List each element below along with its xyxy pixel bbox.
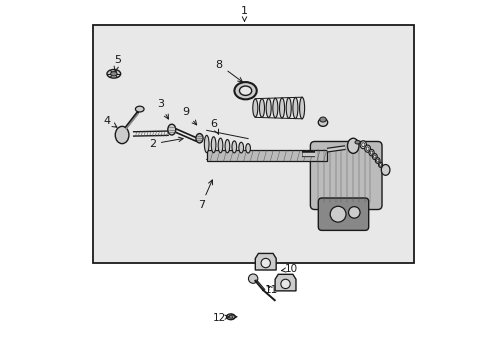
Ellipse shape (252, 99, 257, 117)
Circle shape (280, 279, 289, 289)
Text: 1: 1 (241, 6, 247, 22)
Ellipse shape (354, 140, 359, 144)
Ellipse shape (299, 97, 304, 119)
Ellipse shape (347, 138, 358, 153)
Ellipse shape (361, 143, 364, 147)
Ellipse shape (135, 106, 144, 112)
Circle shape (348, 207, 359, 218)
Ellipse shape (318, 118, 327, 126)
Ellipse shape (231, 141, 236, 153)
Ellipse shape (381, 165, 389, 175)
Ellipse shape (226, 314, 235, 320)
FancyBboxPatch shape (310, 141, 381, 210)
Polygon shape (255, 253, 276, 270)
Ellipse shape (218, 138, 223, 153)
Text: 8: 8 (215, 60, 242, 82)
Ellipse shape (204, 135, 208, 153)
Ellipse shape (259, 99, 264, 117)
Circle shape (329, 206, 346, 222)
Text: 6: 6 (210, 119, 218, 135)
Ellipse shape (292, 98, 297, 118)
Ellipse shape (359, 141, 366, 149)
Ellipse shape (265, 99, 271, 117)
Ellipse shape (369, 151, 372, 154)
Ellipse shape (211, 137, 216, 153)
Ellipse shape (238, 142, 243, 153)
Ellipse shape (378, 162, 382, 167)
Text: 9: 9 (182, 107, 196, 125)
Ellipse shape (371, 154, 377, 160)
Ellipse shape (272, 98, 277, 118)
Ellipse shape (234, 82, 256, 99)
Ellipse shape (239, 86, 251, 95)
Text: 11: 11 (264, 285, 278, 295)
Ellipse shape (110, 72, 117, 76)
Ellipse shape (107, 69, 121, 78)
Circle shape (248, 274, 257, 283)
Ellipse shape (245, 144, 250, 153)
Bar (93, 25, 413, 263)
Ellipse shape (376, 159, 378, 162)
Ellipse shape (196, 134, 203, 143)
Text: 10: 10 (281, 264, 297, 274)
Text: 2: 2 (148, 137, 183, 149)
Ellipse shape (373, 155, 375, 158)
Ellipse shape (279, 98, 284, 118)
Circle shape (261, 258, 270, 268)
Ellipse shape (115, 126, 129, 144)
Text: 7: 7 (197, 180, 212, 210)
FancyBboxPatch shape (318, 198, 368, 230)
Ellipse shape (228, 315, 232, 318)
Ellipse shape (285, 98, 291, 118)
Ellipse shape (224, 140, 229, 153)
Text: 12: 12 (212, 312, 229, 323)
Ellipse shape (379, 163, 381, 166)
Bar (206, 150, 326, 161)
Text: 4: 4 (103, 116, 117, 127)
Ellipse shape (366, 147, 368, 150)
Ellipse shape (167, 124, 175, 135)
Polygon shape (275, 274, 295, 291)
Ellipse shape (368, 149, 373, 156)
Text: 3: 3 (157, 99, 168, 119)
Ellipse shape (319, 117, 325, 122)
Ellipse shape (375, 158, 379, 163)
Ellipse shape (364, 145, 370, 152)
Text: 5: 5 (114, 55, 121, 71)
